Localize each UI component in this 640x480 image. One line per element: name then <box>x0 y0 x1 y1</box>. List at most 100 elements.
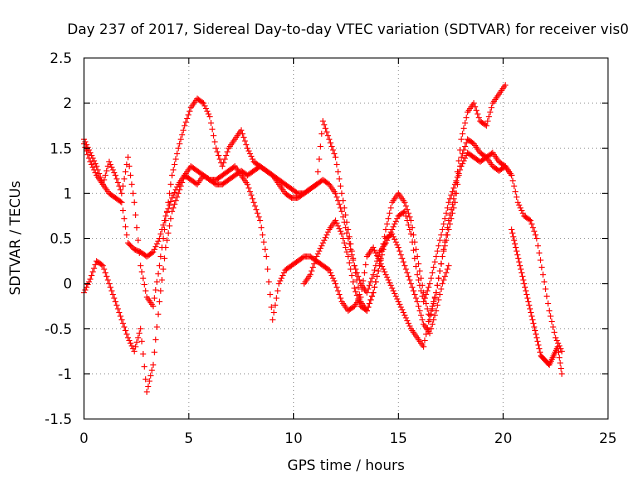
data-point <box>441 239 448 246</box>
data-point <box>436 237 443 244</box>
data-point <box>324 229 331 236</box>
data-point <box>455 172 462 179</box>
data-point <box>312 182 319 189</box>
data-point <box>111 295 118 302</box>
data-point <box>512 188 519 195</box>
data-point <box>553 337 560 344</box>
data-point <box>123 331 130 338</box>
data-point <box>280 269 287 276</box>
data-point <box>526 302 533 309</box>
data-point <box>309 264 316 271</box>
data-point <box>241 138 248 145</box>
data-point <box>313 181 320 188</box>
data-point <box>84 144 91 151</box>
data-point <box>132 246 139 253</box>
data-point <box>414 298 421 305</box>
data-point <box>482 121 489 128</box>
data-point <box>132 212 139 219</box>
data-point <box>400 309 407 316</box>
data-point <box>331 150 338 157</box>
data-point <box>413 263 420 270</box>
data-point <box>407 230 414 237</box>
data-point <box>370 289 377 296</box>
data-point <box>419 282 426 289</box>
data-point <box>391 236 398 243</box>
data-point <box>179 179 186 186</box>
data-point <box>522 287 529 294</box>
data-point <box>353 292 360 299</box>
data-point <box>540 271 547 278</box>
data-point <box>366 282 373 289</box>
data-point <box>552 334 559 341</box>
data-point <box>272 302 279 309</box>
data-point <box>125 154 132 161</box>
data-point <box>426 280 433 287</box>
data-point <box>510 233 517 240</box>
data-point <box>474 110 481 117</box>
data-point <box>335 287 342 294</box>
data-point <box>362 306 369 313</box>
data-point <box>436 267 443 274</box>
data-point <box>557 360 564 367</box>
data-point <box>112 172 119 179</box>
data-point <box>472 103 479 110</box>
data-point <box>390 223 397 230</box>
data-point <box>462 155 469 162</box>
data-point <box>104 277 111 284</box>
data-point <box>419 316 426 323</box>
data-point <box>418 275 425 282</box>
data-point <box>402 203 409 210</box>
data-point <box>421 295 428 302</box>
data-point <box>213 145 220 152</box>
data-point <box>175 190 182 197</box>
data-point <box>532 327 539 334</box>
data-point <box>258 224 265 231</box>
data-point <box>91 265 98 272</box>
data-point <box>518 207 525 214</box>
data-point <box>446 221 453 228</box>
data-point <box>92 169 99 176</box>
data-point <box>324 132 331 139</box>
data-point <box>328 272 335 279</box>
data-point <box>537 349 544 356</box>
data-point <box>143 388 150 395</box>
data-point <box>316 156 323 163</box>
data-point <box>411 239 418 246</box>
data-point <box>278 275 285 282</box>
data-point <box>128 243 135 250</box>
data-point <box>96 170 103 177</box>
data-point <box>372 278 379 285</box>
data-point <box>337 295 344 302</box>
data-point <box>389 230 396 237</box>
data-point <box>413 246 420 253</box>
data-point <box>223 152 230 159</box>
data-point <box>511 240 518 247</box>
data-point <box>536 345 543 352</box>
data-point <box>121 215 128 222</box>
data-point <box>172 156 179 163</box>
data-point <box>355 295 362 302</box>
data-point <box>97 174 104 181</box>
data-point <box>156 262 163 269</box>
data-point <box>352 288 359 295</box>
data-point <box>518 269 525 276</box>
data-point <box>308 267 315 274</box>
data-point <box>445 199 452 206</box>
data-point <box>83 141 90 148</box>
y-tick-label: 1 <box>63 186 72 202</box>
data-point <box>240 134 247 141</box>
data-point <box>374 252 381 259</box>
data-point <box>170 166 177 173</box>
data-point <box>83 284 90 291</box>
data-point <box>332 217 339 224</box>
x-tick-label: 10 <box>285 431 303 447</box>
data-point <box>525 298 532 305</box>
data-point <box>169 172 176 179</box>
data-point <box>462 143 469 150</box>
data-point <box>532 331 539 338</box>
data-point <box>379 251 386 258</box>
data-point <box>314 168 321 175</box>
data-point <box>445 217 452 224</box>
data-point <box>517 266 524 273</box>
data-point <box>156 298 163 305</box>
